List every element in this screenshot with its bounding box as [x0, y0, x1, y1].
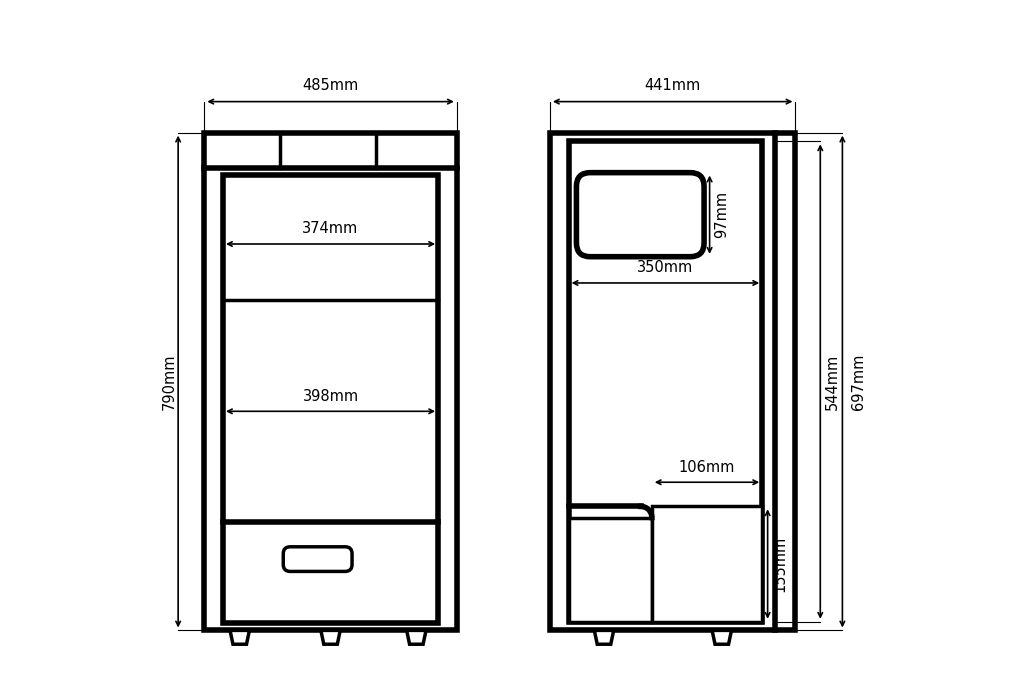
Text: 234mm: 234mm: [612, 192, 669, 207]
Polygon shape: [230, 630, 250, 644]
Bar: [550, 133, 796, 630]
Text: 97mm: 97mm: [715, 191, 729, 238]
Text: 374mm: 374mm: [302, 221, 358, 237]
Text: 697mm: 697mm: [851, 353, 866, 409]
Polygon shape: [407, 630, 426, 644]
Text: 485mm: 485mm: [302, 78, 358, 93]
FancyBboxPatch shape: [284, 547, 352, 571]
Bar: [652, 507, 762, 622]
Text: 155mm: 155mm: [772, 536, 787, 592]
FancyBboxPatch shape: [577, 173, 705, 257]
Text: 790mm: 790mm: [162, 353, 177, 410]
Text: 398mm: 398mm: [302, 389, 358, 404]
Text: 106mm: 106mm: [679, 459, 735, 475]
Polygon shape: [321, 630, 340, 644]
Text: 441mm: 441mm: [644, 78, 700, 93]
Bar: [223, 175, 438, 623]
Bar: [568, 142, 762, 622]
Bar: [568, 518, 652, 622]
Polygon shape: [712, 630, 731, 644]
Bar: [205, 133, 457, 630]
Text: 350mm: 350mm: [637, 260, 693, 276]
Polygon shape: [594, 630, 613, 644]
Text: 544mm: 544mm: [824, 353, 840, 409]
